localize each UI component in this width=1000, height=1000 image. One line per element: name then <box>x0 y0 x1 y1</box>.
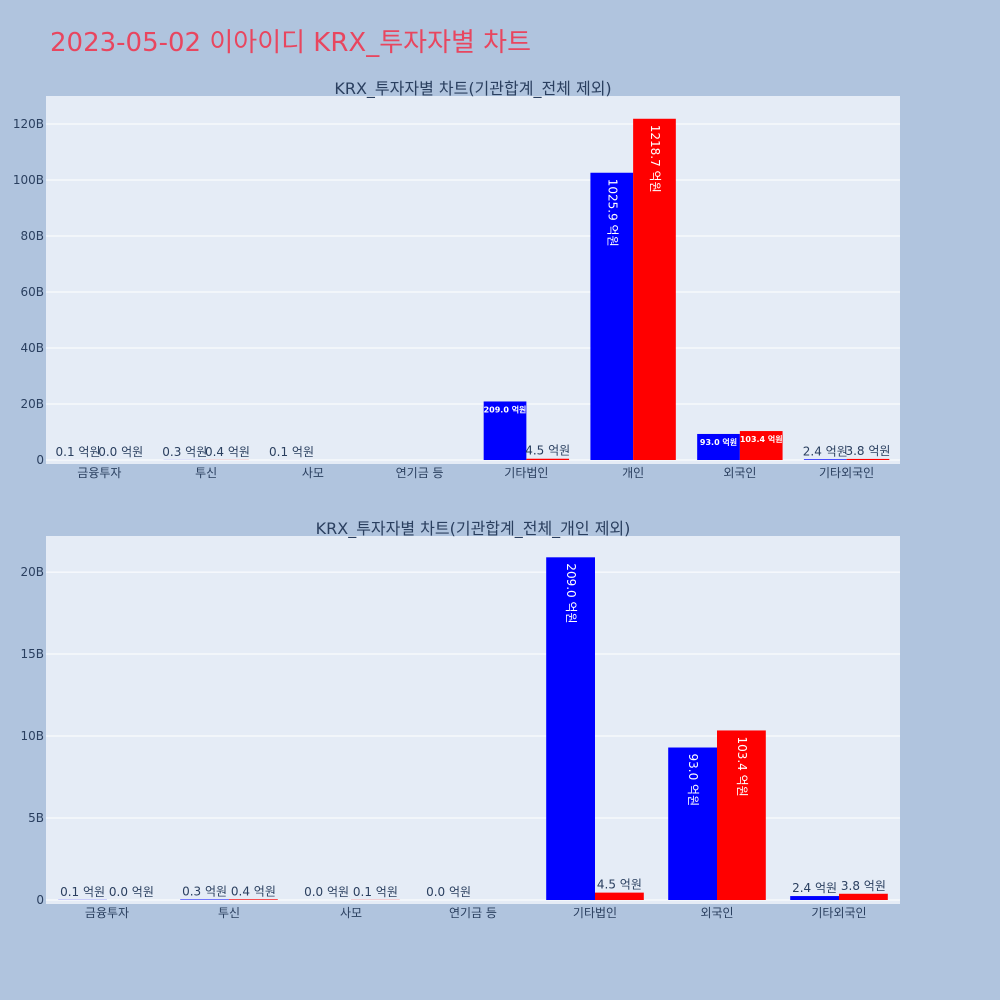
x-tick-label: 연기금 등 <box>449 906 497 920</box>
x-tick-label: 투신 <box>195 466 217 480</box>
bar <box>717 730 766 900</box>
bar <box>229 899 278 900</box>
bar <box>790 896 839 900</box>
bar-value-label: 0.0 억원 <box>109 885 154 899</box>
bar <box>633 118 676 460</box>
bar <box>697 433 740 460</box>
bar-value-label: 2.4 억원 <box>792 881 837 895</box>
bar-value-label: 103.4 억원 <box>740 434 783 444</box>
chart-title-1: KRX_투자자별 차트(기관합계_전체 제외) <box>334 79 611 99</box>
x-tick-label: 개인 <box>622 466 644 480</box>
x-tick-label: 사모 <box>302 466 324 480</box>
bar <box>668 747 717 900</box>
chart-title-2: KRX_투자자별 차트(기관합계_전체_개인 제외) <box>316 519 631 539</box>
bar <box>739 431 783 460</box>
x-tick-label: 기타외국인 <box>811 906 866 920</box>
bar-value-label: 0.0 억원 <box>98 445 143 459</box>
bar-value-label: 3.8 억원 <box>841 879 886 893</box>
y-tick-label: 40B <box>20 341 44 355</box>
x-tick-label: 기타외국인 <box>819 466 874 480</box>
y-tick-label: 20B <box>20 565 44 579</box>
y-tick-label: 100B <box>13 173 44 187</box>
bar-value-label: 1218.7 억원 <box>648 125 662 193</box>
x-tick-label: 연기금 등 <box>396 466 444 480</box>
y-tick-label: 20B <box>20 397 44 411</box>
bar <box>595 892 644 900</box>
bar-value-label: 2.4 억원 <box>803 444 848 458</box>
x-tick-label: 기타법인 <box>573 906 617 920</box>
y-tick-label: 0 <box>36 453 44 467</box>
bar <box>846 458 890 460</box>
bar <box>803 459 847 460</box>
bar-value-label: 4.5 억원 <box>525 444 570 458</box>
plot-area-1 <box>46 96 900 464</box>
y-tick-label: 10B <box>20 729 44 743</box>
bar-value-label: 4.5 억원 <box>597 878 642 892</box>
x-tick-label: 사모 <box>340 906 362 920</box>
plot-area-2 <box>46 536 900 904</box>
bar <box>546 557 595 900</box>
y-tick-label: 120B <box>13 117 44 131</box>
bar-value-label: 209.0 억원 <box>484 404 527 414</box>
y-tick-label: 0 <box>36 893 44 907</box>
bar-value-label: 3.8 억원 <box>845 444 890 458</box>
bar-value-label: 0.1 억원 <box>60 885 105 899</box>
bar-value-label: 0.3 억원 <box>162 445 207 459</box>
y-tick-label: 5B <box>28 811 44 825</box>
bar-value-label: 0.1 억원 <box>269 445 314 459</box>
bar-value-label: 0.4 억원 <box>205 445 250 459</box>
x-tick-label: 투신 <box>218 906 240 920</box>
bar-value-label: 0.0 억원 <box>426 885 471 899</box>
bar-value-label: 209.0 억원 <box>564 563 578 623</box>
bar-value-label: 1025.9 억원 <box>605 179 619 247</box>
bar-value-label: 0.1 억원 <box>353 885 398 899</box>
x-tick-label: 외국인 <box>723 466 756 480</box>
bar-value-label: 103.4 억원 <box>735 736 749 796</box>
bar <box>590 172 634 461</box>
bar <box>526 458 570 460</box>
y-tick-label: 60B <box>20 285 44 299</box>
bar-value-label: 0.1 억원 <box>56 445 101 459</box>
x-tick-label: 기타법인 <box>504 466 548 480</box>
bar <box>839 893 888 900</box>
bar-value-label: 0.4 억원 <box>231 884 276 898</box>
bar-value-label: 0.3 억원 <box>182 885 227 899</box>
bar-value-label: 93.0 억원 <box>686 754 700 807</box>
bar <box>483 401 527 460</box>
x-tick-label: 금융투자 <box>77 466 121 480</box>
y-tick-label: 15B <box>20 647 44 661</box>
y-tick-label: 80B <box>20 229 44 243</box>
bar-value-label: 93.0 억원 <box>700 437 737 447</box>
x-tick-label: 금융투자 <box>85 906 129 920</box>
x-tick-label: 외국인 <box>700 906 733 920</box>
bar-value-label: 0.0 억원 <box>304 885 349 899</box>
main-title: 2023-05-02 이아이디 KRX_투자자별 차트 <box>50 28 532 58</box>
